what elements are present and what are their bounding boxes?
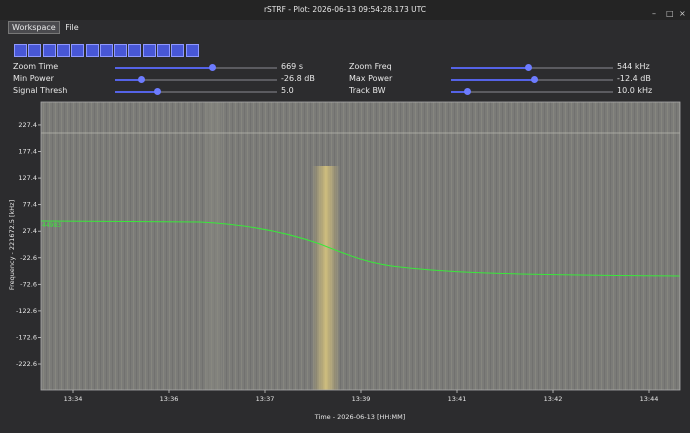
y-tick-label: -222.6 (16, 360, 37, 368)
slider-track (115, 79, 277, 81)
tool-button[interactable] (28, 44, 42, 57)
tool-button[interactable] (85, 44, 99, 57)
slider-fill (115, 67, 212, 69)
tool-button[interactable] (56, 44, 70, 57)
tool-button[interactable] (14, 44, 27, 57)
y-tick-label: 227.4 (18, 121, 37, 129)
slider-fill (451, 79, 534, 81)
menu-item[interactable]: Workspace (8, 21, 60, 34)
control-value: 10.0 kHz (617, 86, 653, 95)
control-value: -12.4 dB (617, 74, 651, 83)
menu-bar: Workspace File (8, 21, 82, 35)
x-tick-label: 13:37 (256, 395, 275, 403)
y-tick-label: 127.4 (18, 174, 37, 182)
slider-fill (451, 67, 528, 69)
tool-button[interactable] (71, 44, 85, 57)
slider-knob[interactable] (525, 64, 532, 71)
x-tick-label: 13:36 (160, 395, 179, 403)
tool-button[interactable] (114, 44, 128, 57)
control-label: Max Power (349, 74, 393, 83)
tool-button[interactable] (128, 44, 142, 57)
signal-band (312, 166, 340, 390)
x-tick-label: 13:34 (64, 395, 83, 403)
y-tick-label: -22.6 (20, 254, 37, 262)
y-tick-label: 27.4 (23, 227, 37, 235)
window-title: rSTRF - Plot: 2026-06-13 09:54:28.173 UT… (263, 5, 427, 14)
spectrogram-stripe (206, 102, 222, 390)
control-label: Zoom Freq (349, 62, 392, 71)
y-tick-label: 177.4 (18, 148, 37, 156)
tool-button[interactable] (99, 44, 113, 57)
slider-fill (115, 79, 141, 81)
slider-knob[interactable] (138, 76, 145, 83)
menu-item[interactable]: File (65, 23, 79, 32)
x-tick-label: 13:44 (640, 395, 659, 403)
y-tick-label: 77.4 (23, 201, 37, 209)
track-label: 44983 (42, 222, 61, 229)
x-tick-label: 13:41 (448, 395, 467, 403)
slider-knob[interactable] (209, 64, 216, 71)
slider-knob[interactable] (154, 88, 161, 95)
control-value: -26.8 dB (281, 74, 315, 83)
control-label: Zoom Time (13, 62, 59, 71)
control-value: 669 s (281, 62, 303, 71)
slider-track (115, 91, 277, 93)
maximize[interactable]: □ (666, 9, 674, 18)
close[interactable]: × (679, 9, 686, 18)
y-tick-label: -172.6 (16, 333, 37, 341)
control-label: Signal Thresh (13, 86, 68, 95)
slider-fill (451, 91, 467, 93)
tool-button[interactable] (171, 44, 185, 57)
y-tick-label: -72.6 (20, 280, 37, 288)
slider-fill (115, 91, 157, 93)
x-tick-label: 13:42 (544, 395, 563, 403)
minimize[interactable]: – (652, 9, 656, 18)
x-axis-label: Time - 2026-06-13 [HH:MM] (314, 413, 405, 421)
y-axis-label: Frequency - 221672.5 [kHz] (8, 200, 16, 290)
tool-button[interactable] (42, 44, 56, 57)
title-bar: rSTRF - Plot: 2026-06-13 09:54:28.173 UT… (0, 0, 690, 20)
slider-knob[interactable] (464, 88, 471, 95)
spectrogram (41, 102, 680, 390)
control-value: 544 kHz (617, 62, 650, 71)
tool-button[interactable] (142, 44, 156, 57)
tool-button[interactable] (185, 44, 199, 57)
x-tick-label: 13:39 (352, 395, 371, 403)
control-label: Min Power (13, 74, 54, 83)
slider-track (451, 91, 613, 93)
control-value: 5.0 (281, 86, 294, 95)
control-label: Track BW (349, 86, 386, 95)
y-tick-label: -122.6 (16, 307, 37, 315)
track-curve (40, 220, 681, 277)
slider-track (451, 67, 613, 69)
slider-knob[interactable] (531, 76, 538, 83)
plot: 44983 Frequency - 221672.5 [kHz] Time - … (0, 96, 690, 433)
plot-frame (40, 101, 681, 391)
tool-button[interactable] (157, 44, 170, 57)
